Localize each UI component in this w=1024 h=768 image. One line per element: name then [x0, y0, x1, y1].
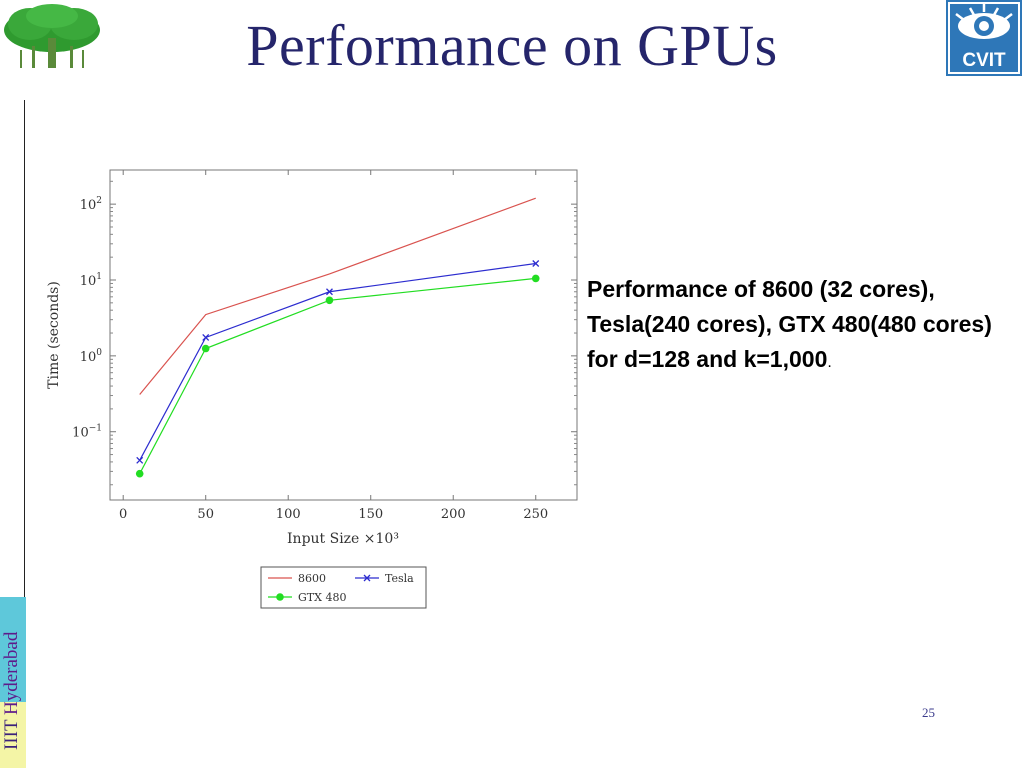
slide-title: Performance on GPUs	[246, 13, 778, 78]
series-line-8600	[139, 197, 536, 395]
y-tick-label: 10−1	[72, 424, 102, 441]
left-divider	[24, 100, 25, 600]
sidebar-blue-block	[0, 597, 26, 702]
series-8600	[139, 197, 536, 395]
data-point-tesla	[532, 260, 540, 267]
sidebar-hyderabad: Hyderabad	[1, 631, 22, 715]
data-point-gtx-480	[531, 274, 540, 283]
page-number: 25	[922, 705, 935, 720]
y-tick-label: 101	[80, 272, 102, 289]
y-tick-label: 100	[80, 348, 103, 365]
x-tick-label: 200	[441, 507, 466, 522]
description-period: .	[827, 354, 832, 371]
sidebar-yellow-block	[0, 702, 26, 768]
sidebar-iiit: IIIT	[1, 719, 22, 750]
legend-label-gtx-480: GTX 480	[298, 591, 346, 604]
y-axis-ticks: 10−1 100 101 102	[72, 180, 577, 486]
x-tick-label: 0	[119, 507, 127, 522]
series-line-tesla	[139, 262, 536, 461]
sidebar-label: IIIT Hyderabad	[1, 632, 23, 750]
x-tick-label: 250	[523, 507, 548, 522]
y-tick-label: 102	[80, 196, 102, 213]
x-axis-ticks: 0 50 100 150 200 250	[119, 170, 548, 522]
series-layer	[135, 197, 540, 478]
legend-label-tesla: Tesla	[385, 572, 414, 585]
series-line-gtx-480	[139, 277, 536, 474]
data-point-gtx-480	[325, 296, 334, 305]
legend: 8600 Tesla GTX 480	[268, 572, 414, 604]
series-tesla	[136, 260, 540, 464]
sidebar-strip	[0, 597, 26, 768]
legend-marker-gtx-480	[276, 593, 284, 601]
legend-label-8600: 8600	[298, 572, 326, 585]
data-point-gtx-480	[135, 469, 144, 478]
legend-marker-tesla	[363, 574, 371, 582]
cvit-logo-text: CVIT	[962, 50, 1006, 71]
legend-box	[260, 566, 427, 609]
chart-description: Performance of 8600 (32 cores), Tesla(24…	[587, 272, 1007, 380]
data-point-gtx-480	[201, 344, 210, 353]
series-gtx-480	[135, 274, 540, 478]
data-point-tesla	[136, 456, 144, 464]
x-tick-label: 100	[276, 507, 301, 522]
y-axis-label: Time (seconds)	[46, 281, 62, 389]
data-point-tesla	[326, 288, 333, 296]
cvit-logo: CVIT	[946, 0, 1022, 76]
data-point-tesla	[202, 333, 210, 341]
tree-logo	[4, 4, 100, 68]
x-tick-label: 50	[197, 507, 214, 522]
x-tick-label: 150	[358, 507, 383, 522]
x-axis-label: Input Size ×10³	[287, 531, 399, 547]
plot-frame	[109, 169, 578, 501]
description-text: Performance of 8600 (32 cores), Tesla(24…	[587, 276, 992, 372]
